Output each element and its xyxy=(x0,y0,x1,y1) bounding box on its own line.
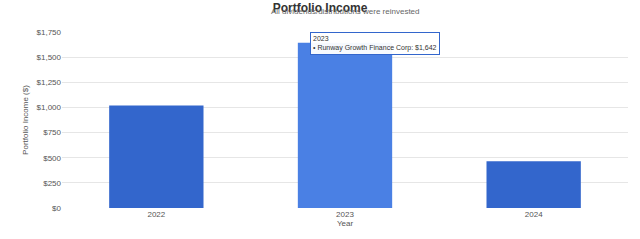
svg-text:Year: Year xyxy=(337,219,354,228)
svg-text:$1,750: $1,750 xyxy=(37,28,62,37)
svg-text:$1,000: $1,000 xyxy=(37,103,62,112)
svg-text:2023: 2023 xyxy=(336,210,354,219)
svg-text:$750: $750 xyxy=(43,128,61,137)
svg-text:2024: 2024 xyxy=(525,210,543,219)
svg-text:$1,500: $1,500 xyxy=(37,53,62,62)
svg-text:$250: $250 xyxy=(43,179,61,188)
svg-text:$500: $500 xyxy=(43,154,61,163)
svg-text:Portfolio Income: Portfolio Income xyxy=(273,1,368,15)
svg-text:2023• Runway Growth Finance Co: 2023• Runway Growth Finance Corp: $1,642 xyxy=(313,35,437,52)
svg-text:2022: 2022 xyxy=(147,210,165,219)
svg-text:$0: $0 xyxy=(52,204,61,213)
svg-text:All dividends/distributions we: All dividends/distributions were reinves… xyxy=(271,7,420,16)
svg-text:$1,250: $1,250 xyxy=(37,78,62,87)
svg-text:Portfolio Income ($): Portfolio Income ($) xyxy=(21,85,30,155)
